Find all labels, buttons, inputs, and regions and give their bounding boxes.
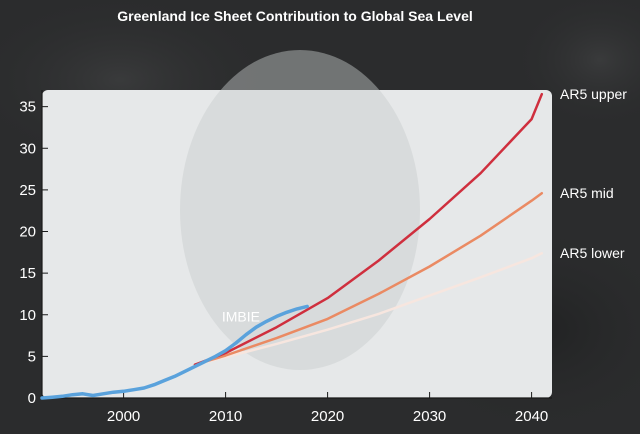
series-line-ar5-upper — [193, 92, 544, 366]
y-tick-label: 0 — [28, 390, 36, 407]
plot-area — [42, 50, 552, 398]
x-tick-label: 2030 — [413, 408, 446, 425]
series-line-ar5-lower — [193, 251, 544, 366]
plot-shading — [180, 50, 420, 370]
series-line-imbie — [40, 304, 309, 400]
y-axis: 0 5 10 15 20 25 30 35 — [19, 90, 48, 407]
x-tick-label: 2020 — [311, 408, 344, 425]
x-tick-label: 2010 — [209, 408, 242, 425]
series-layer — [40, 92, 544, 400]
x-tick-label: 2040 — [515, 408, 548, 425]
plot-background — [42, 90, 552, 398]
x-axis: 2000 2010 2020 2030 2040 — [42, 392, 552, 425]
y-tick-label: 5 — [28, 348, 36, 365]
series-labels: AR5 upper AR5 mid AR5 lower IMBIE — [222, 86, 627, 324]
chart-title: Greenland Ice Sheet Contribution to Glob… — [117, 8, 473, 24]
x-tick-label: 2000 — [107, 408, 140, 425]
series-label-ar5-mid: AR5 mid — [560, 185, 614, 201]
series-label-imbie: IMBIE — [222, 308, 260, 324]
y-tick-label: 20 — [19, 224, 36, 241]
y-tick-label: 25 — [19, 182, 36, 199]
y-tick-label: 30 — [19, 140, 36, 157]
series-label-ar5-lower: AR5 lower — [560, 245, 625, 261]
series-label-ar5-upper: AR5 upper — [560, 86, 627, 102]
y-tick-label: 15 — [19, 265, 36, 282]
y-tick-label: 10 — [19, 307, 36, 324]
y-tick-label: 35 — [19, 99, 36, 116]
series-line-ar5-mid — [193, 191, 544, 366]
